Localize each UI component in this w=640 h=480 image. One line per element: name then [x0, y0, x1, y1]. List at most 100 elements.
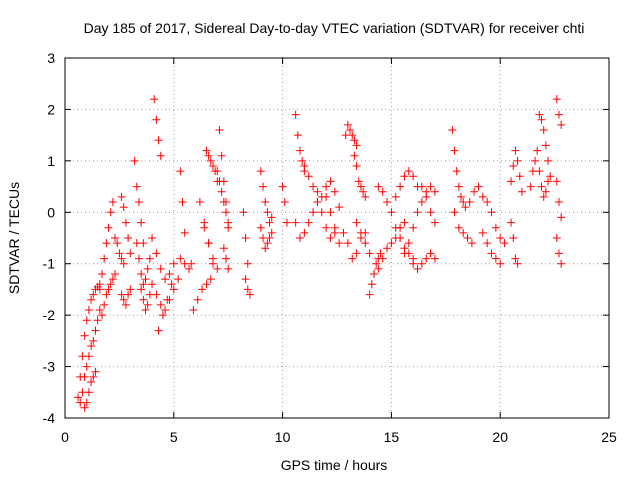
y-tick-label: -4	[43, 410, 56, 426]
data-point	[84, 352, 93, 361]
data-point	[430, 187, 439, 196]
data-point	[169, 285, 178, 294]
data-point	[137, 270, 146, 278]
data-point	[124, 290, 133, 299]
data-point	[241, 234, 250, 242]
data-point	[404, 167, 413, 176]
data-point	[487, 249, 496, 258]
data-point	[198, 285, 207, 294]
data-point	[139, 295, 148, 304]
data-point	[111, 234, 120, 242]
data-point	[343, 239, 352, 248]
data-point	[74, 393, 83, 402]
data-point	[117, 192, 126, 201]
x-tick-label: 10	[275, 429, 291, 445]
data-point	[84, 388, 93, 397]
data-point	[417, 182, 426, 191]
data-point	[517, 187, 526, 196]
data-point	[124, 234, 133, 242]
x-tick-label: 25	[601, 429, 617, 445]
data-point	[263, 239, 272, 248]
data-point	[100, 254, 109, 263]
data-point	[152, 115, 161, 124]
data-point	[374, 264, 383, 273]
data-point	[361, 192, 370, 201]
data-point	[132, 182, 141, 191]
data-point	[89, 290, 98, 299]
data-point	[454, 223, 463, 232]
data-point	[206, 275, 215, 284]
data-point	[400, 172, 409, 181]
data-point	[326, 208, 335, 217]
data-point	[352, 249, 361, 258]
data-point	[350, 151, 359, 160]
data-point	[535, 110, 544, 119]
data-point	[313, 187, 322, 196]
data-point	[245, 290, 254, 299]
data-point	[396, 234, 405, 242]
data-point	[104, 285, 113, 294]
data-point	[448, 126, 457, 134]
data-point	[185, 264, 194, 273]
data-point	[491, 254, 500, 263]
data-point	[265, 218, 274, 227]
data-point	[322, 223, 331, 232]
data-point	[241, 275, 250, 284]
data-point	[102, 290, 111, 299]
data-point	[413, 264, 422, 273]
data-point	[239, 208, 248, 217]
data-point	[217, 151, 226, 160]
data-point	[535, 167, 544, 176]
data-point	[296, 234, 305, 242]
data-point	[391, 223, 400, 232]
data-point	[163, 295, 172, 304]
y-tick-label: -1	[43, 256, 56, 272]
data-point	[426, 249, 435, 258]
data-point	[409, 172, 418, 181]
data-point	[409, 223, 418, 232]
data-point	[557, 120, 566, 129]
data-point	[348, 131, 357, 140]
data-point	[298, 156, 307, 165]
data-point	[293, 131, 302, 140]
y-tick-label: 2	[47, 101, 55, 117]
data-point	[82, 398, 91, 407]
data-point	[115, 249, 124, 258]
data-point	[365, 249, 374, 258]
data-point	[80, 331, 89, 340]
data-point	[350, 136, 359, 145]
data-point	[145, 254, 154, 263]
data-point	[417, 198, 426, 206]
data-point	[139, 280, 148, 289]
data-point	[161, 275, 170, 284]
data-point	[156, 300, 165, 309]
data-point	[267, 228, 276, 237]
data-point	[404, 239, 413, 248]
data-point	[467, 239, 476, 248]
data-point	[280, 198, 289, 206]
data-point	[361, 239, 370, 248]
data-point	[459, 228, 468, 237]
data-point	[95, 306, 104, 314]
data-point	[396, 182, 405, 191]
data-point	[326, 177, 335, 186]
data-point	[533, 146, 542, 155]
data-point	[152, 290, 161, 299]
data-point	[322, 192, 331, 201]
data-point	[483, 239, 492, 248]
data-point	[383, 198, 392, 206]
data-point	[100, 300, 109, 309]
data-point	[544, 177, 553, 186]
data-point	[130, 156, 139, 165]
x-axis-label: GPS time / hours	[281, 457, 388, 473]
data-point	[452, 167, 461, 176]
data-point	[300, 162, 309, 170]
data-point	[496, 234, 505, 242]
data-point	[261, 198, 270, 206]
data-point	[152, 249, 161, 258]
data-point	[335, 203, 344, 212]
data-point	[546, 172, 555, 181]
data-point	[544, 156, 553, 165]
data-point	[470, 187, 479, 196]
